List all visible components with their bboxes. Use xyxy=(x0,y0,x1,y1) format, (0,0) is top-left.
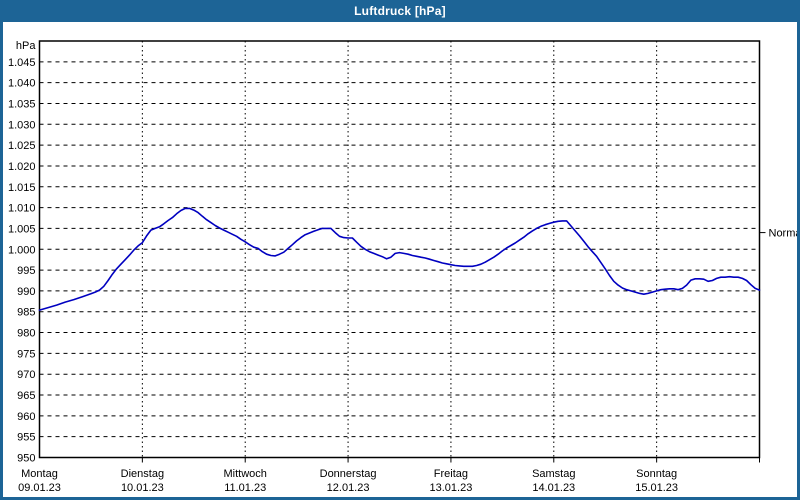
y-tick-label: 950 xyxy=(17,453,35,465)
day-name-label: Montag xyxy=(21,468,58,480)
day-date-label: 13.01.23 xyxy=(430,482,473,494)
y-tick-label: 965 xyxy=(17,390,35,402)
day-date-label: 14.01.23 xyxy=(532,482,575,494)
y-tick-label: 1.020 xyxy=(8,161,36,173)
pressure-line xyxy=(38,207,761,311)
y-tick-label: 1.025 xyxy=(8,140,36,152)
y-tick-label: 1.005 xyxy=(8,223,36,235)
y-axis-unit-label: hPa xyxy=(16,40,36,52)
y-tick-label: 995 xyxy=(17,265,35,277)
y-tick-label: 1.015 xyxy=(8,182,36,194)
day-name-label: Mittwoch xyxy=(224,468,267,480)
y-tick-label: 955 xyxy=(17,432,35,444)
title-bar: Luftdruck [hPa] xyxy=(0,0,800,22)
y-tick-label: 1.045 xyxy=(8,57,36,69)
y-tick-label: 1.030 xyxy=(8,119,36,131)
day-date-label: 15.01.23 xyxy=(635,482,678,494)
day-name-label: Samstag xyxy=(532,468,575,480)
y-tick-label: 1.000 xyxy=(8,244,36,256)
plot-border xyxy=(38,40,761,459)
y-tick-label: 980 xyxy=(17,328,35,340)
day-name-label: Sonntag xyxy=(636,468,677,480)
day-date-label: 09.01.23 xyxy=(18,482,61,494)
day-date-label: 10.01.23 xyxy=(121,482,164,494)
y-tick-label: 985 xyxy=(17,307,35,319)
pressure-chart: 1.045 1.040 1.035 1.030 1.025 1.020 1.015 1.010… xyxy=(8,40,800,494)
day-name-label: Donnerstag xyxy=(320,468,377,480)
chart-area: 1.045 1.040 1.035 1.030 1.025 1.020 1.015 1.010… xyxy=(3,22,800,497)
day-date-label: 12.01.23 xyxy=(327,482,370,494)
y-tick-label: 960 xyxy=(17,411,35,423)
y-tick-label: 1.010 xyxy=(8,203,36,215)
day-date-label: 11.01.23 xyxy=(224,482,266,494)
y-tick-label: 970 xyxy=(17,369,35,381)
normal-marker-label: Normal xyxy=(769,228,798,240)
day-name-label: Dienstag xyxy=(121,468,164,480)
window-title: Luftdruck [hPa] xyxy=(354,4,446,18)
y-tick-label: 990 xyxy=(17,286,35,298)
y-tick-label: 975 xyxy=(17,348,35,360)
y-tick-label: 1.040 xyxy=(8,78,36,90)
day-name-label: Freitag xyxy=(434,468,468,480)
y-tick-label: 1.035 xyxy=(8,98,36,110)
